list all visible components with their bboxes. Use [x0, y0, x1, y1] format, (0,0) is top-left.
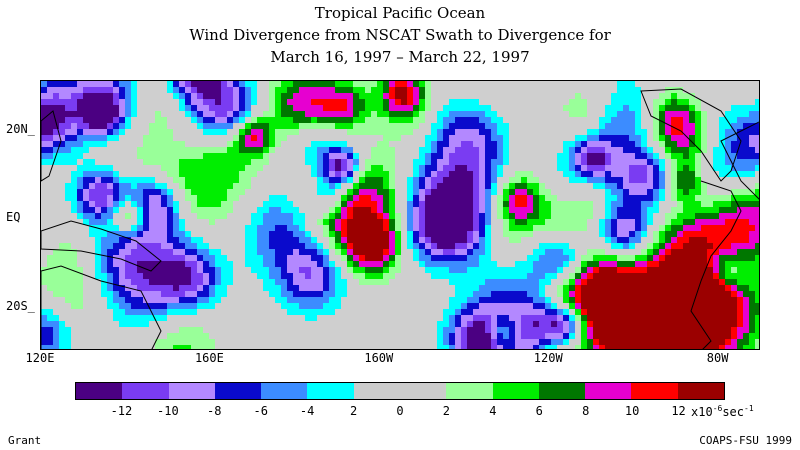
map-subtitle: Wind Divergence from NSCAT Swath to Dive… [189, 26, 611, 44]
colorbar-swatch [585, 383, 632, 399]
colorbar-swatch [214, 383, 262, 399]
source-credit: COAPS-FSU 1999 [699, 434, 792, 447]
lon-label: 80W [706, 351, 729, 365]
author-credit: Grant [8, 434, 42, 447]
colorbar-tick-label: -10 [157, 404, 179, 418]
coastlines [41, 88, 759, 349]
colorbar-swatch [122, 383, 169, 399]
colorbar-tick-label: -8 [207, 404, 222, 418]
lon-label: 120W [533, 351, 563, 365]
lat-label: 20S_ [6, 298, 35, 313]
colorbar-tick-label: -12 [110, 404, 133, 418]
divergence-cells [41, 81, 759, 349]
divergence-field [41, 81, 759, 349]
colorbar-tick-label: 6 [535, 404, 543, 418]
colorbar-swatch [168, 383, 215, 399]
colorbar-tick-label: 0 [396, 404, 404, 418]
colorbar-swatch [353, 383, 400, 399]
lat-label: 20N_ [6, 121, 35, 136]
colorbar-tick-label: 2 [349, 404, 358, 418]
map-title: Tropical Pacific Ocean [314, 4, 486, 22]
lon-label: 160E [194, 351, 224, 365]
colorbar-tick-label: 2 [442, 404, 451, 418]
lat-label: EQ [6, 210, 21, 225]
colorbar-swatch [538, 383, 586, 399]
colorbar-swatch [399, 383, 447, 399]
colorbar-swatch [492, 383, 539, 399]
colorbar [75, 382, 725, 400]
map-date-range: March 16, 1997 – March 22, 1997 [270, 48, 530, 66]
colorbar-tick-label: 10 [624, 404, 640, 418]
colorbar-swatch [446, 383, 493, 399]
colorbar-tick-label: -4 [299, 404, 315, 418]
colorbar-tick-label: 8 [582, 404, 590, 418]
lon-label: 160W [364, 351, 394, 365]
colorbar-tick-label: 4 [489, 404, 497, 418]
lon-label: 120E [25, 351, 55, 365]
colorbar-tick-label: 12 [671, 404, 686, 418]
colorbar-unit: x10-6sec-1 [691, 404, 754, 419]
colorbar-swatch [631, 383, 678, 399]
colorbar-swatch [677, 383, 724, 399]
divergence-map [40, 80, 760, 350]
colorbar-swatch [261, 383, 308, 399]
colorbar-swatch [76, 383, 123, 399]
colorbar-swatch [307, 383, 354, 399]
colorbar-tick-label: -6 [253, 404, 268, 418]
